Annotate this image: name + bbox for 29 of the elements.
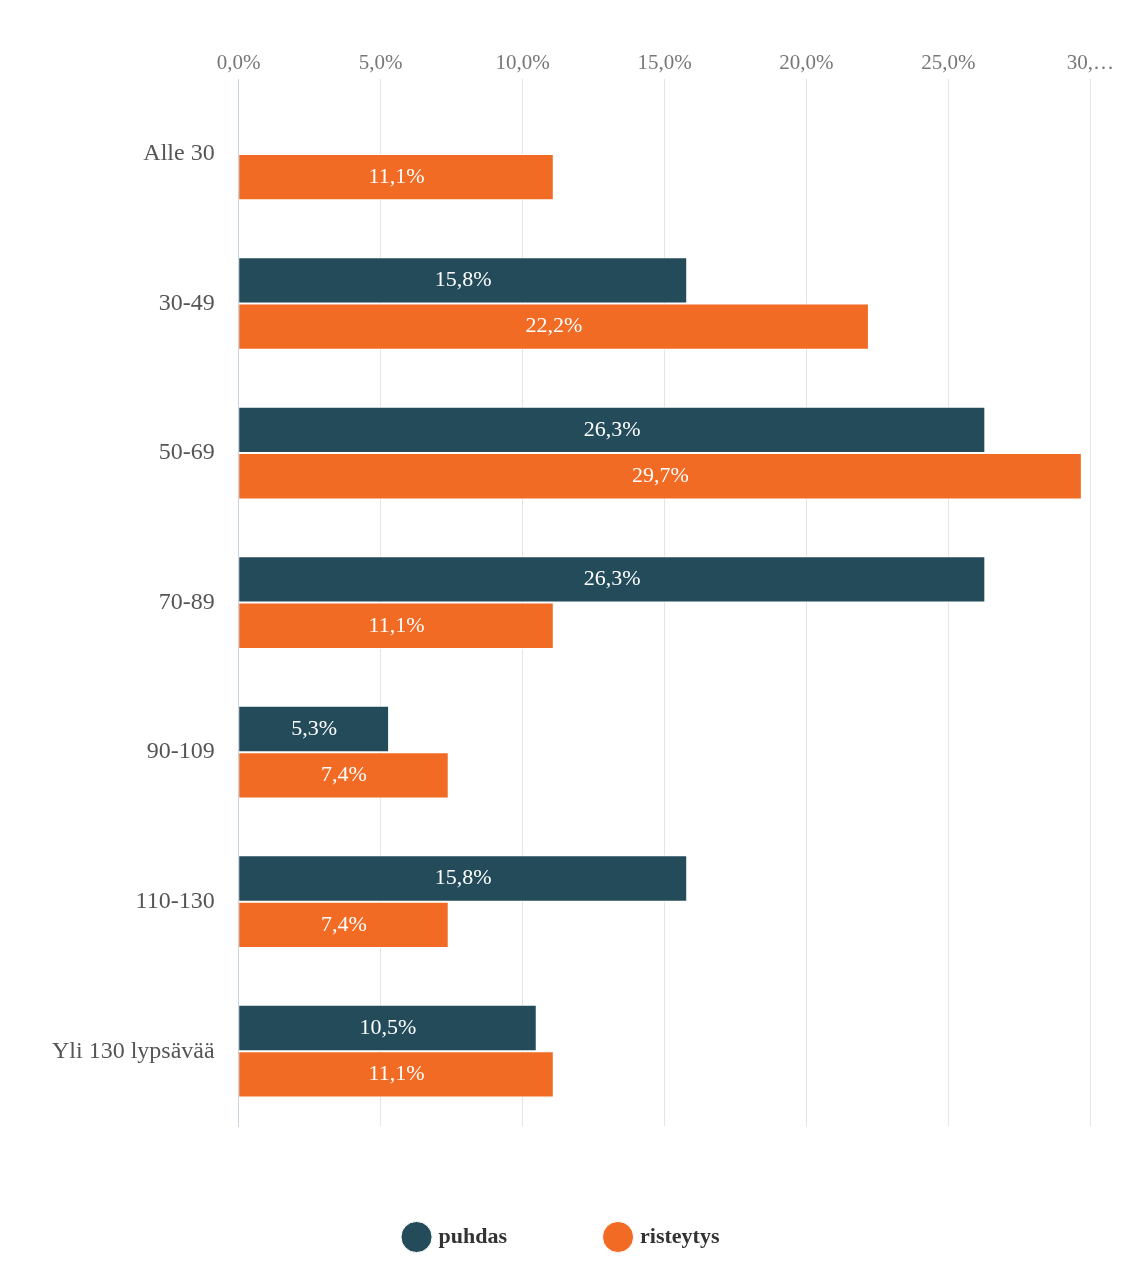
x-tick-label: 20,0%: [779, 50, 834, 75]
y-tick-label: 70-89: [158, 587, 215, 614]
x-tick-label: 15,0%: [637, 50, 692, 75]
y-tick-label: Alle 30: [143, 139, 215, 166]
data-label: 7,4%: [321, 910, 367, 936]
data-label: 10,5%: [359, 1013, 417, 1039]
x-tick-label: 10,0%: [495, 50, 550, 75]
data-label: 29,7%: [632, 462, 689, 488]
y-tick-label: 110-130: [135, 886, 215, 913]
y-tick-label: 90-109: [146, 737, 215, 764]
x-tick-label: 0,0%: [216, 50, 261, 75]
y-tick-label: 50-69: [158, 438, 215, 465]
data-label: 11,1%: [368, 162, 425, 188]
y-tick-label: 30-49: [158, 288, 215, 315]
x-tick-label: 5,0%: [358, 50, 403, 75]
data-label: 15,8%: [434, 266, 492, 292]
legend-label: risteytys: [640, 1222, 720, 1248]
data-label: 26,3%: [583, 415, 641, 441]
y-tick-label: Yli 130 lypsävää: [51, 1036, 215, 1063]
x-tick-label: 25,0%: [921, 50, 976, 75]
data-label: 11,1%: [368, 1060, 425, 1086]
legend-label: puhdas: [438, 1222, 508, 1248]
data-label: 7,4%: [321, 761, 367, 787]
data-label: 5,3%: [291, 714, 338, 740]
data-label: 15,8%: [434, 864, 492, 890]
data-label: 26,3%: [583, 565, 641, 591]
data-label: 22,2%: [525, 312, 583, 338]
data-label: 11,1%: [368, 611, 425, 637]
x-tick-label: 30,…: [1066, 50, 1114, 75]
